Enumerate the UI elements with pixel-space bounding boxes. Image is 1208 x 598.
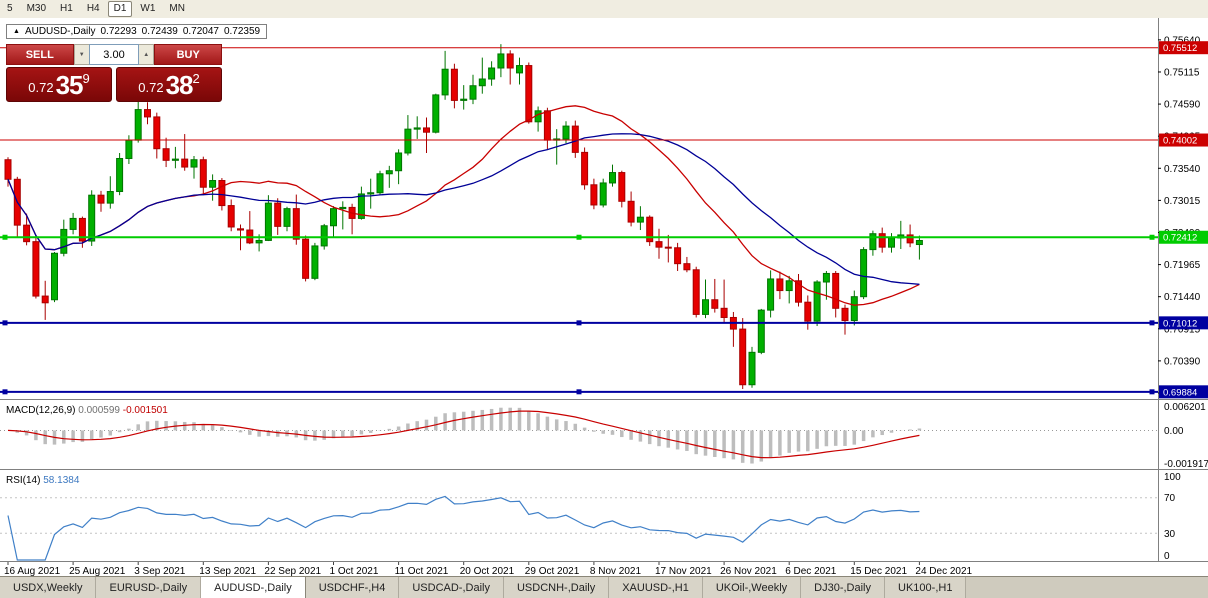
svg-text:0.73540: 0.73540 — [1164, 164, 1201, 175]
svg-text:100: 100 — [1164, 472, 1181, 483]
macd-name: MACD(12,26,9) — [6, 405, 76, 416]
timeframe-w1[interactable]: W1 — [140, 3, 156, 14]
rsi-name: RSI(14) — [6, 475, 41, 486]
svg-text:0.72412: 0.72412 — [1163, 233, 1197, 244]
rsi-value: 58.1384 — [43, 475, 80, 486]
svg-text:0.70390: 0.70390 — [1164, 356, 1201, 367]
svg-text:11 Oct 2021: 11 Oct 2021 — [395, 566, 449, 576]
price-scale: 0.756400.751150.745900.740650.735400.730… — [1158, 35, 1201, 399]
tab-audusd-daily[interactable]: AUDUSD-,Daily — [201, 577, 306, 598]
ma-fast-line — [7, 105, 920, 306]
price-label-0.75512 — [1159, 41, 1208, 55]
volume-input[interactable] — [89, 44, 139, 65]
svg-text:1 Oct 2021: 1 Oct 2021 — [330, 566, 379, 576]
sell-price-big: 35 — [55, 70, 84, 100]
buy-price-big: 38 — [165, 70, 194, 100]
ma-slow-line — [7, 133, 920, 285]
price-label-0.72412 — [1159, 230, 1208, 244]
macd-value: 0.000599 — [78, 405, 120, 416]
svg-text:0.00: 0.00 — [1164, 426, 1184, 437]
timeframe-5[interactable]: 5 — [7, 3, 13, 14]
svg-text:0.75512: 0.75512 — [1163, 43, 1197, 54]
svg-text:0: 0 — [1164, 551, 1170, 562]
svg-text:8 Nov 2021: 8 Nov 2021 — [590, 566, 642, 576]
price-chart-canvas[interactable]: 0.756400.751150.745900.740650.735400.730… — [0, 18, 1208, 576]
chart-window: 0.756400.751150.745900.740650.735400.730… — [0, 18, 1208, 576]
tab-xauusd-h1[interactable]: XAUUSD-,H1 — [609, 577, 703, 598]
svg-text:0.69884: 0.69884 — [1163, 387, 1197, 398]
svg-text:20 Oct 2021: 20 Oct 2021 — [460, 566, 515, 576]
buy-price-sup: 2 — [192, 71, 200, 86]
buy-button[interactable]: BUY — [154, 44, 222, 65]
buy-price-prefix: 0.72 — [138, 80, 164, 95]
svg-text:0.71012: 0.71012 — [1163, 318, 1197, 329]
svg-text:29 Oct 2021: 29 Oct 2021 — [525, 566, 580, 576]
svg-text:0.70915: 0.70915 — [1164, 324, 1201, 335]
svg-text:16 Aug 2021: 16 Aug 2021 — [4, 566, 61, 576]
tab-eurusd-daily[interactable]: EURUSD-,Daily — [96, 577, 202, 598]
svg-text:0.73015: 0.73015 — [1164, 196, 1201, 207]
ohlc-close: 0.72359 — [223, 26, 261, 37]
tab-usdx-weekly[interactable]: USDX,Weekly — [0, 577, 97, 598]
volume-decrease-button[interactable]: ▼ — [73, 44, 89, 65]
svg-text:6 Dec 2021: 6 Dec 2021 — [785, 566, 837, 576]
svg-text:0.75115: 0.75115 — [1164, 67, 1200, 78]
svg-text:26 Nov 2021: 26 Nov 2021 — [720, 566, 777, 576]
svg-text:24 Dec 2021: 24 Dec 2021 — [915, 566, 972, 576]
svg-text:0.71440: 0.71440 — [1164, 292, 1201, 303]
rsi-line — [7, 495, 920, 561]
svg-text:0.74002: 0.74002 — [1163, 136, 1197, 147]
svg-text:0.006201: 0.006201 — [1164, 402, 1206, 413]
timeframe-d1[interactable]: D1 — [107, 1, 133, 17]
tab-ukoil-weekly[interactable]: UKOil-,Weekly — [702, 577, 802, 598]
timeframe-m30[interactable]: M30 — [26, 3, 47, 14]
sell-price-sup: 9 — [82, 71, 90, 86]
svg-text:22 Sep 2021: 22 Sep 2021 — [264, 566, 321, 576]
svg-text:3 Sep 2021: 3 Sep 2021 — [134, 566, 186, 576]
timeframe-toolbar: 5 M30 H1 H4 D1 W1 MN — [0, 0, 1208, 19]
timeframe-h1[interactable]: H1 — [60, 3, 73, 14]
svg-text:17 Nov 2021: 17 Nov 2021 — [655, 566, 712, 576]
price-label-0.69884 — [1159, 385, 1208, 399]
sell-price-display[interactable]: 0.72 35 9 — [6, 67, 112, 102]
tab-usdcnh-daily[interactable]: USDCNH-,Daily — [503, 577, 610, 598]
sell-button[interactable]: SELL — [6, 44, 74, 65]
collapse-icon[interactable]: ▲ — [13, 27, 20, 35]
macd-signal-value: -0.001501 — [122, 405, 168, 416]
macd-signal-line — [7, 410, 920, 459]
svg-text:0.75640: 0.75640 — [1164, 35, 1201, 46]
svg-text:25 Aug 2021: 25 Aug 2021 — [69, 566, 126, 576]
chevron-down-icon: ▼ — [78, 51, 85, 58]
sell-price-prefix: 0.72 — [28, 80, 54, 95]
svg-text:-0.001917: -0.001917 — [1164, 459, 1208, 470]
timeframe-h4[interactable]: H4 — [86, 3, 100, 14]
chart-tab-bar: USDX,Weekly EURUSD-,Daily AUDUSD-,Daily … — [0, 576, 1208, 598]
tab-uk100-h1[interactable]: UK100-,H1 — [885, 577, 967, 598]
svg-text:15 Dec 2021: 15 Dec 2021 — [850, 566, 907, 576]
price-label-0.71012 — [1159, 316, 1208, 330]
ohlc-high: 0.72439 — [141, 26, 178, 37]
one-click-trading-panel: SELL ▼ ▲ BUY 0.72 35 9 0.72 38 2 — [6, 44, 222, 102]
ohlc-low: 0.72047 — [182, 26, 219, 37]
tab-dj30-daily[interactable]: DJ30-,Daily — [801, 577, 886, 598]
svg-text:13 Sep 2021: 13 Sep 2021 — [199, 566, 256, 576]
rsi-indicator-label: RSI(14) 58.1384 — [6, 475, 79, 486]
ohlc-open: 0.72293 — [100, 26, 137, 37]
svg-text:0.71965: 0.71965 — [1164, 260, 1201, 271]
timeframe-mn[interactable]: MN — [169, 3, 185, 14]
chevron-up-icon: ▲ — [143, 51, 150, 58]
tab-usdcad-daily[interactable]: USDCAD-,Daily — [399, 577, 504, 598]
chart-symbol: AUDUSD-,Daily — [24, 26, 96, 37]
date-axis: 16 Aug 2021 25 Aug 2021 3 Sep 2021 13 Sep 2… — [4, 562, 973, 576]
svg-text:0.74590: 0.74590 — [1164, 100, 1201, 111]
tab-usdchf-h4[interactable]: USDCHF-,H4 — [305, 577, 400, 598]
buy-price-display[interactable]: 0.72 38 2 — [116, 67, 222, 102]
svg-text:70: 70 — [1164, 493, 1176, 504]
svg-text:30: 30 — [1164, 529, 1176, 540]
chart-symbol-label: ▲ AUDUSD-,Daily 0.72293 0.72439 0.72047 … — [6, 24, 268, 39]
price-label-0.74002 — [1159, 133, 1208, 147]
macd-histogram — [15, 407, 922, 464]
macd-indicator-label: MACD(12,26,9) 0.000599 -0.001501 — [6, 405, 168, 416]
volume-increase-button[interactable]: ▲ — [139, 44, 155, 65]
